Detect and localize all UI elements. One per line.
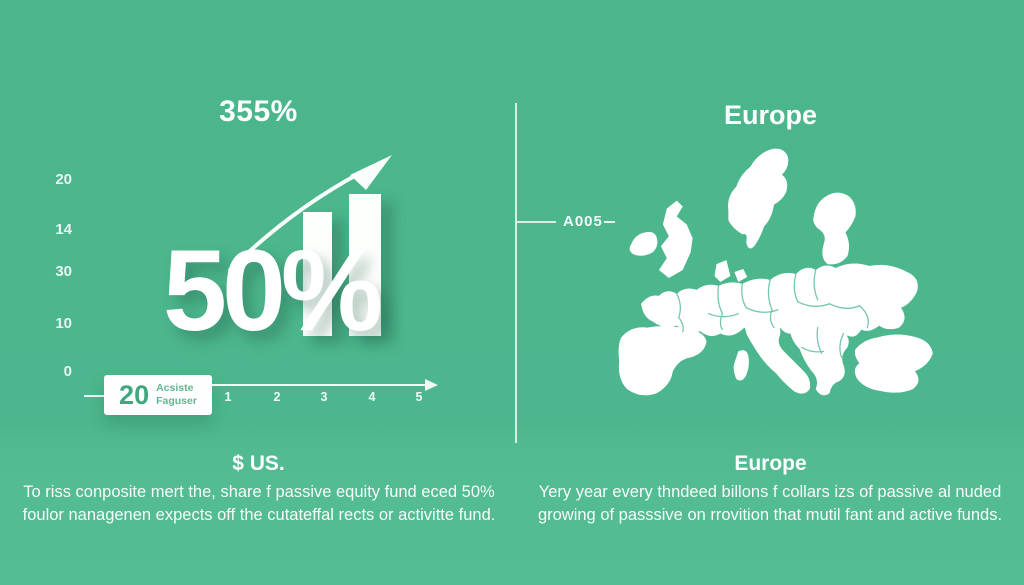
chart-bar-1 [303, 212, 332, 336]
chart-bar-2 [349, 194, 381, 336]
map-callout-dash [604, 221, 615, 223]
europe-map [618, 148, 933, 396]
legend-box: 20 Acsiste Faguser [104, 375, 212, 415]
left-footer-line2: foulor nanagenen expects off the cutatef… [22, 506, 496, 524]
left-footer-heading: $ US. [232, 452, 285, 475]
right-footer-heading: Europe [734, 452, 807, 475]
y-axis-tick-1: 14 [55, 221, 72, 238]
x-axis-tick-2: 2 [273, 390, 281, 404]
y-axis-tick-2: 30 [55, 263, 72, 280]
left-footer-line1: To riss conposite mert the, share f pass… [23, 483, 495, 501]
right-footer-line2: growing of passsive on rrovition that mu… [537, 506, 1003, 524]
x-axis-tick-5: 5 [415, 390, 423, 404]
right-panel-title: Europe [723, 100, 817, 130]
right-footer-line1: Yery year every thndeed billons f collar… [538, 483, 1002, 501]
legend-box-label-line1: Acsiste [156, 382, 194, 395]
y-axis-tick-4: 0 [63, 363, 72, 380]
map-callout-label: A005 [563, 213, 603, 230]
x-axis-arrow-icon [210, 379, 438, 391]
x-axis-tick-3: 3 [320, 390, 328, 404]
left-footer-text: To riss conposite mert the, share f pass… [20, 481, 498, 527]
y-axis-tick-0: 20 [55, 171, 72, 188]
growth-arrow-icon [228, 155, 392, 272]
legend-box-label-line2: Faguser [156, 395, 197, 407]
legend-box-number: 20 [119, 379, 150, 410]
x-axis-tick-1: 1 [224, 390, 232, 404]
top-stat-value: 355% [219, 95, 298, 128]
legend-box-label: Acsiste Faguser [156, 382, 197, 407]
x-axis-tick-4: 4 [368, 390, 376, 404]
y-axis-tick-3: 10 [55, 315, 72, 332]
big-stat-value: 50% [163, 227, 383, 355]
legend-connector-line [84, 395, 106, 397]
panel-divider-line [515, 103, 517, 443]
map-callout-line [517, 221, 556, 223]
right-footer-text: Yery year every thndeed billons f collar… [530, 481, 1010, 527]
